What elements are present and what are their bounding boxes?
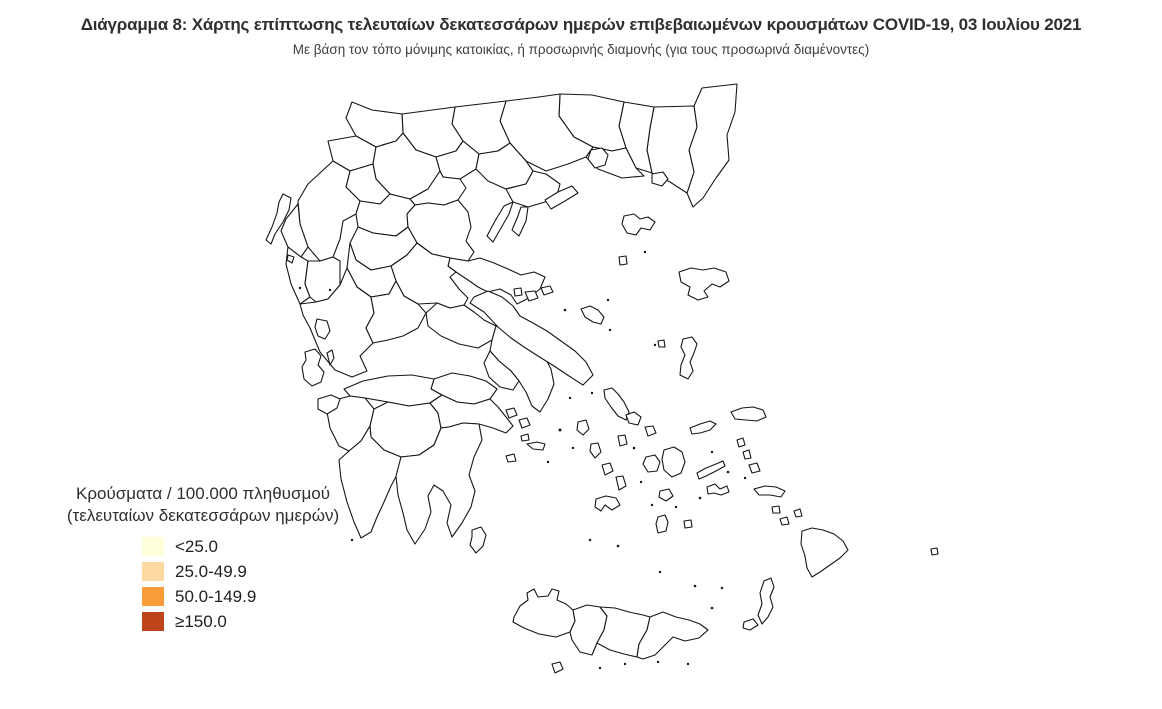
region-kos <box>753 485 786 498</box>
region-ithaki <box>326 349 335 366</box>
region-lefkada <box>314 318 331 340</box>
region-sifnos <box>615 475 627 491</box>
region-chalkidiki-kassandra <box>486 201 514 243</box>
region-evros <box>686 83 738 208</box>
region-aigina <box>518 417 531 429</box>
region-lasithi <box>636 611 709 660</box>
crete-regions <box>512 588 709 674</box>
region-ios <box>658 488 674 502</box>
region-astypalaia <box>706 483 730 496</box>
region-poros <box>520 433 530 442</box>
region-gavdos <box>551 661 564 674</box>
legend-title-line2: (τελευταίων δεκατεσσάρων ημερών) <box>66 505 340 525</box>
region-megisti <box>930 547 939 556</box>
legend-label-ge150: ≥150.0 <box>175 611 227 631</box>
region-chios <box>679 336 698 380</box>
region-messinia <box>338 425 402 539</box>
region-syros <box>617 434 628 447</box>
region-tinos <box>625 411 642 426</box>
legend-row: 25.0-49.9 <box>142 562 378 582</box>
region-paxoi <box>286 254 295 264</box>
region-chania <box>512 588 576 638</box>
legend-rows: <25.0 25.0-49.9 50.0-149.9 ≥150.0 <box>142 537 378 632</box>
region-mykonos <box>644 425 657 437</box>
region-zakynthos <box>317 394 341 415</box>
region-kea <box>576 419 590 436</box>
legend-title: Κρούσματα / 100.000 πληθυσμού (τελευταίω… <box>28 483 378 527</box>
legend-label-lt25: <25.0 <box>175 536 219 556</box>
region-thasos <box>587 147 609 169</box>
region-agios-efstratios <box>618 255 628 266</box>
legend-label-50-149: 50.0-149.9 <box>175 586 257 606</box>
region-rethymno <box>569 604 608 656</box>
region-kasos <box>742 618 759 631</box>
legend-swatch-lt25 <box>142 537 164 556</box>
region-naxos <box>661 446 686 478</box>
region-thira <box>655 514 669 534</box>
region-samos <box>730 406 767 422</box>
region-lesvos <box>678 267 730 301</box>
region-thesprotia <box>280 203 309 258</box>
legend-swatch-ge150 <box>142 612 164 631</box>
legend-swatch-50-149 <box>142 587 164 606</box>
region-tilos <box>779 516 790 526</box>
region-serifos <box>601 462 614 476</box>
region-karpathos <box>757 577 775 625</box>
region-skiathos <box>513 287 523 297</box>
region-athos <box>544 185 579 210</box>
region-rodos <box>800 527 849 578</box>
region-salamina <box>505 407 518 419</box>
chart-subtitle: Με βάση τον τόπο μόνιμης κατοικίας, ή πρ… <box>292 41 870 57</box>
legend-row: ≥150.0 <box>142 612 378 632</box>
chart-title: Διάγραμμα 8: Χάρτης επίπτωσης τελευταίων… <box>80 15 1082 34</box>
region-kerkyra <box>265 193 292 245</box>
region-ikaria <box>689 420 717 435</box>
region-anafi <box>683 519 693 529</box>
region-kalymnos <box>748 462 761 474</box>
chart-header: Διάγραμμα 8: Χάρτης επίπτωσης τελευταίων… <box>0 14 1162 58</box>
region-evia <box>469 290 594 386</box>
region-attiki-dytiki <box>483 350 520 391</box>
region-amorgos <box>696 460 726 480</box>
region-milos <box>594 495 621 512</box>
region-lakonia <box>395 422 483 545</box>
region-limnos <box>621 213 656 236</box>
legend-label-25-49: 25.0-49.9 <box>175 561 247 581</box>
region-kythnos <box>589 442 602 459</box>
region-skyros <box>580 305 605 325</box>
region-samothraki <box>651 171 669 187</box>
minor-islet-dots <box>298 250 747 670</box>
region-spetses <box>505 453 517 463</box>
legend-row: <25.0 <box>142 537 378 557</box>
region-paros <box>642 454 661 473</box>
legend-swatch-25-49 <box>142 562 164 581</box>
mainland-regions <box>280 83 738 545</box>
region-symi <box>793 508 803 518</box>
region-fokida <box>365 280 427 344</box>
region-patmos <box>736 437 746 448</box>
legend-title-line1: Κρούσματα / 100.000 πληθυσμού <box>76 484 330 503</box>
region-andros <box>603 387 630 421</box>
region-ydra <box>526 441 546 451</box>
legend-row: 50.0-149.9 <box>142 587 378 607</box>
region-kefallinia <box>301 348 325 387</box>
region-leros <box>742 449 752 460</box>
region-chalkidiki-sithonia <box>511 206 529 237</box>
island-regions <box>265 147 939 631</box>
region-skopelos <box>524 290 539 302</box>
region-alonnisos <box>540 285 554 296</box>
region-psara <box>657 339 666 348</box>
map-legend: Κρούσματα / 100.000 πληθυσμού (τελευταίω… <box>28 483 378 637</box>
region-kythira <box>469 526 487 554</box>
region-nisyros <box>771 505 781 514</box>
